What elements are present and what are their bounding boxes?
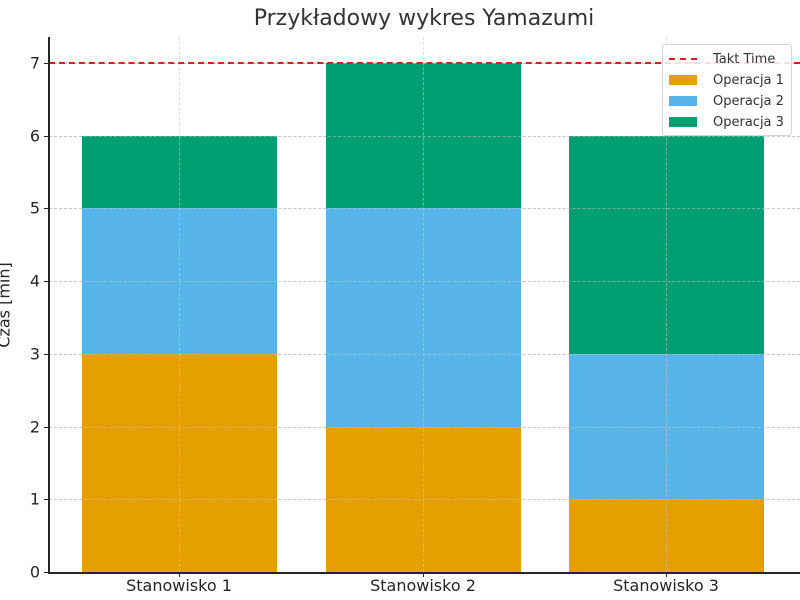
legend-label: Operacja 3 <box>713 114 784 130</box>
dashed-line-icon <box>669 58 697 60</box>
grid-line-horizontal <box>49 353 800 355</box>
y-tick-label: 7 <box>29 53 40 73</box>
grid-line-vertical <box>423 37 424 572</box>
swatch-icon <box>669 96 697 106</box>
y-tick-label: 5 <box>29 198 40 218</box>
x-axis-spine <box>48 572 800 574</box>
grid-line-vertical <box>179 37 180 572</box>
y-tick-label: 6 <box>29 126 40 146</box>
y-tick-label: 4 <box>29 271 40 291</box>
legend-label: Operacja 1 <box>713 72 784 88</box>
x-tick-label: Stanowisko 1 <box>126 576 232 595</box>
x-tick-mark <box>423 573 424 577</box>
grid-line-horizontal <box>49 135 800 137</box>
y-tick-label: 0 <box>29 562 40 582</box>
y-tick-label: 3 <box>29 344 40 364</box>
grid-line-vertical <box>666 37 667 572</box>
x-tick-label: Stanowisko 3 <box>613 576 719 595</box>
y-tick-mark <box>44 135 48 137</box>
y-axis-spine <box>48 37 50 573</box>
y-tick-mark <box>44 499 48 501</box>
legend-item-operacja-1: Operacja 1 <box>669 70 784 90</box>
legend-label: Operacja 2 <box>713 93 784 109</box>
grid-line-horizontal <box>49 426 800 428</box>
takt-time-line <box>49 62 800 64</box>
legend: Takt Time Operacja 1 Operacja 2 Operacja… <box>662 44 792 136</box>
y-tick-mark <box>44 426 48 428</box>
y-axis-label-text: Czas [min] <box>0 262 14 348</box>
plot-area <box>49 37 800 573</box>
grid-line-horizontal <box>49 281 800 283</box>
x-tick-label: Stanowisko 2 <box>370 576 476 595</box>
grid-line-horizontal <box>49 499 800 501</box>
legend-item-operacja-2: Operacja 2 <box>669 91 784 111</box>
y-tick-mark <box>44 281 48 283</box>
legend-item-takt-time: Takt Time <box>669 49 775 69</box>
y-tick-mark <box>44 572 48 573</box>
y-tick-label: 2 <box>29 417 40 437</box>
swatch-icon <box>669 75 697 85</box>
swatch-icon <box>669 117 697 127</box>
chart-title: Przykładowy wykres Yamazumi <box>253 6 595 31</box>
x-tick-mark <box>666 573 667 577</box>
x-tick-mark <box>179 573 180 577</box>
y-tick-mark <box>44 208 48 210</box>
legend-label: Takt Time <box>713 51 776 67</box>
y-tick-label: 1 <box>29 489 40 509</box>
y-tick-mark <box>44 63 48 64</box>
legend-item-operacja-3: Operacja 3 <box>669 112 784 132</box>
y-tick-mark <box>44 353 48 355</box>
grid-line-horizontal <box>49 208 800 210</box>
